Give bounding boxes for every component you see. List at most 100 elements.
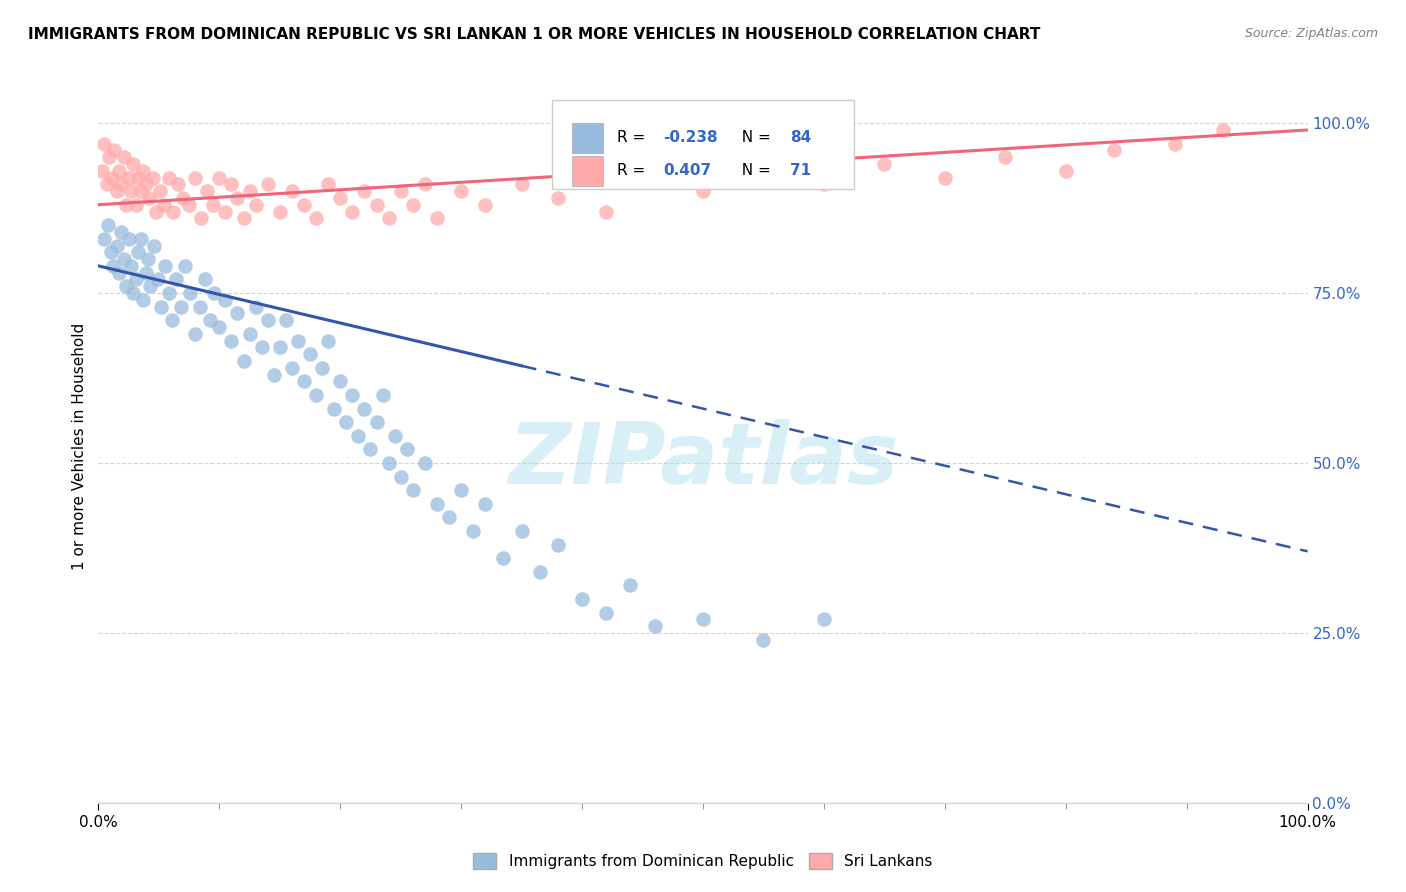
Point [112, 150, 135, 164]
Text: IMMIGRANTS FROM DOMINICAN REPUBLIC VS SRI LANKAN 1 OR MORE VEHICLES IN HOUSEHOLD: IMMIGRANTS FROM DOMINICAN REPUBLIC VS SR… [28, 27, 1040, 42]
Point [194, 272, 217, 286]
Point [139, 279, 162, 293]
Text: 84: 84 [790, 130, 811, 145]
Point [510, 178, 533, 192]
Point [184, 326, 207, 341]
Point [179, 286, 201, 301]
Point [226, 306, 249, 320]
Point [152, 198, 174, 212]
Point [269, 204, 291, 219]
Point [198, 313, 221, 327]
Point [97, 218, 120, 232]
FancyBboxPatch shape [551, 100, 855, 189]
Point [389, 469, 412, 483]
Point [571, 591, 593, 606]
Point [692, 612, 714, 626]
Point [342, 388, 364, 402]
Point [188, 300, 211, 314]
Point [813, 612, 835, 626]
Point [547, 537, 569, 551]
Point [256, 313, 278, 327]
Point [413, 178, 436, 192]
Point [153, 259, 176, 273]
Point [250, 341, 273, 355]
Point [174, 259, 197, 273]
Text: -0.238: -0.238 [664, 130, 717, 145]
Point [377, 211, 399, 226]
Point [105, 238, 128, 252]
Point [389, 184, 412, 198]
Point [127, 245, 149, 260]
Point [529, 565, 551, 579]
Point [135, 266, 157, 280]
Point [135, 178, 157, 192]
Point [1102, 144, 1125, 158]
Point [329, 375, 352, 389]
Point [115, 279, 138, 293]
Point [122, 286, 145, 301]
Point [245, 300, 267, 314]
Point [149, 184, 172, 198]
Point [221, 178, 243, 192]
Legend: Immigrants from Dominican Republic, Sri Lankans: Immigrants from Dominican Republic, Sri … [467, 847, 939, 875]
Point [103, 144, 125, 158]
Point [395, 442, 418, 457]
Point [93, 232, 115, 246]
Point [510, 524, 533, 538]
Point [366, 198, 388, 212]
Point [299, 347, 322, 361]
Point [305, 388, 328, 402]
Point [145, 204, 167, 219]
Point [138, 191, 160, 205]
Point [329, 191, 352, 205]
Point [1054, 163, 1077, 178]
Point [644, 619, 666, 633]
Point [292, 198, 315, 212]
Point [595, 204, 617, 219]
Point [450, 184, 472, 198]
Text: N =: N = [733, 130, 776, 145]
Point [105, 184, 128, 198]
Point [323, 401, 346, 416]
Point [129, 232, 152, 246]
Point [413, 456, 436, 470]
Point [239, 184, 262, 198]
Point [426, 497, 449, 511]
Point [311, 360, 333, 375]
Point [437, 510, 460, 524]
Point [402, 483, 425, 498]
Point [142, 170, 165, 185]
Point [184, 170, 207, 185]
Point [165, 272, 187, 286]
Point [208, 170, 231, 185]
Point [120, 259, 142, 273]
Point [752, 163, 775, 178]
Point [129, 184, 152, 198]
Point [110, 178, 132, 192]
Point [1212, 123, 1234, 137]
Point [426, 211, 449, 226]
Point [316, 178, 339, 192]
Bar [572, 156, 603, 186]
Point [91, 163, 114, 178]
Point [112, 252, 135, 266]
Point [274, 313, 297, 327]
Point [347, 429, 370, 443]
Point [167, 178, 190, 192]
Point [292, 375, 315, 389]
Point [93, 136, 115, 151]
Point [214, 204, 236, 219]
Point [619, 578, 641, 592]
Point [136, 252, 159, 266]
Y-axis label: 1 or more Vehicles in Household: 1 or more Vehicles in Household [72, 322, 87, 570]
Point [202, 198, 225, 212]
Point [125, 198, 148, 212]
Point [595, 606, 617, 620]
Point [813, 178, 835, 192]
Point [994, 150, 1017, 164]
Point [752, 632, 775, 647]
Point [195, 184, 218, 198]
Point [360, 442, 382, 457]
Point [287, 334, 309, 348]
Point [256, 178, 278, 192]
